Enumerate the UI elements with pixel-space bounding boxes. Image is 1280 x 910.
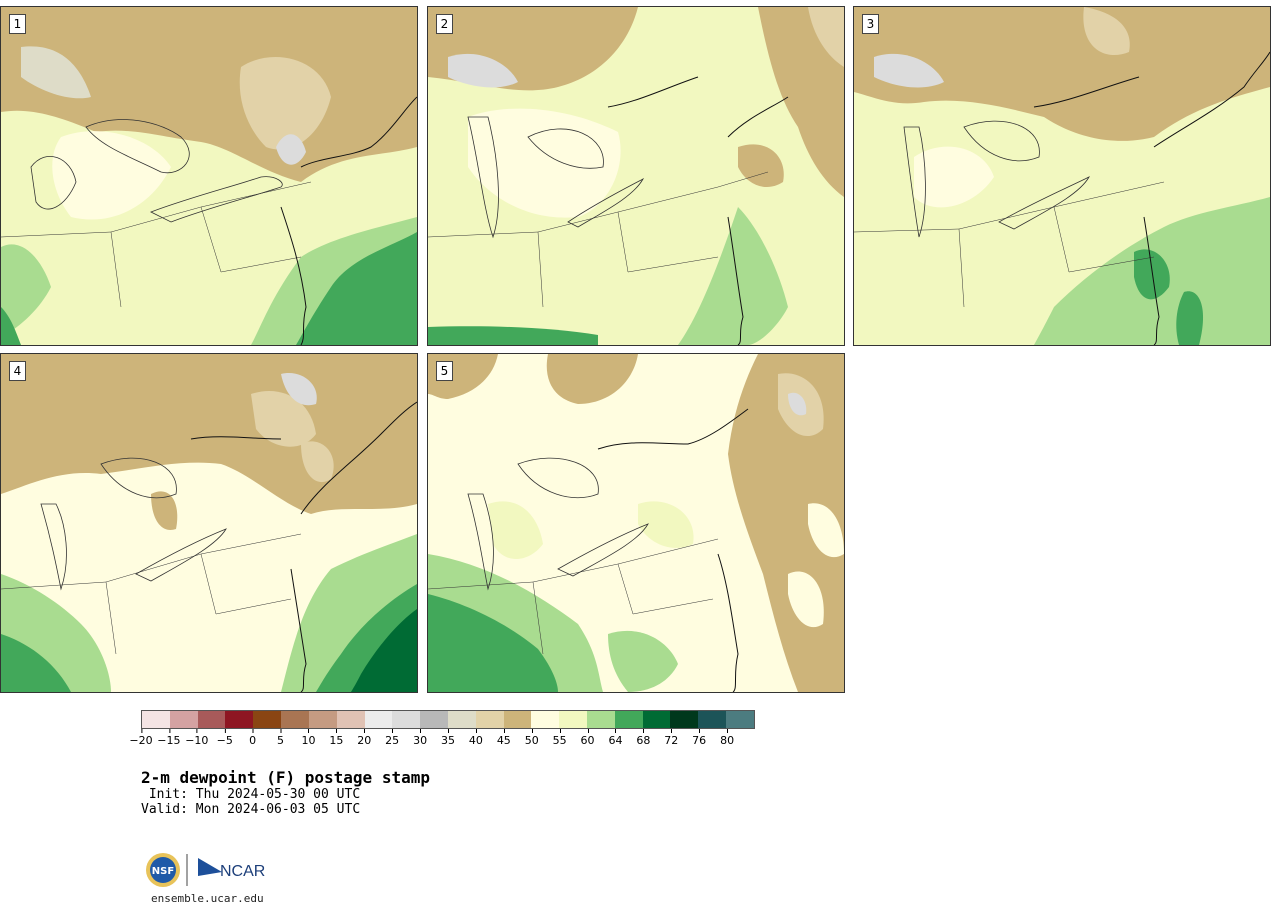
- legend-swatch: [670, 711, 699, 728]
- nsf-logo-icon: NSF: [146, 853, 180, 887]
- color-legend: [141, 710, 755, 729]
- legend-swatch: [142, 711, 170, 728]
- dewpoint-map-2: [428, 7, 844, 345]
- legend-swatch: [253, 711, 282, 728]
- dewpoint-map-3: [854, 7, 1270, 345]
- panel-number: 4: [9, 361, 26, 381]
- legend-swatch: [642, 711, 671, 728]
- legend-tick-label: 68: [636, 729, 650, 747]
- color-legend-ticks: −20 −15 −10 −5 0 5 10 15 20 25 30 35 40 45 50 55 60 64 68 7…: [129, 729, 755, 751]
- map-panel-1: 1: [0, 6, 418, 346]
- legend-swatch: [197, 711, 226, 728]
- legend-swatch: [392, 711, 421, 728]
- legend-swatch: [559, 711, 587, 728]
- legend-swatch: [364, 711, 393, 728]
- panel-number: 2: [436, 14, 453, 34]
- svg-text:NSF: NSF: [152, 866, 174, 877]
- nsf-ncar-logo: NSF NCAR: [146, 853, 265, 887]
- legend-tick-label: 30: [413, 729, 427, 747]
- legend-tick-label: 72: [664, 729, 678, 747]
- plot-title: 2-m dewpoint (F) postage stamp: [141, 768, 430, 787]
- legend-tick-label: 76: [692, 729, 706, 747]
- panel-number: 1: [9, 14, 26, 34]
- legend-tick-label: 25: [385, 729, 399, 747]
- legend-tick-label: 40: [469, 729, 483, 747]
- legend-tick-label: 0: [249, 729, 256, 747]
- legend-swatch: [169, 711, 198, 728]
- legend-tick-label: 60: [581, 729, 595, 747]
- legend-tick-label: 55: [553, 729, 567, 747]
- svg-text:NCAR: NCAR: [220, 863, 265, 880]
- legend-tick-label: 80: [720, 729, 734, 747]
- map-panel-3: 3: [853, 6, 1271, 346]
- valid-time: Valid: Mon 2024-06-03 05 UTC: [141, 802, 361, 817]
- legend-swatch: [503, 711, 532, 728]
- dewpoint-map-4: [1, 354, 417, 692]
- legend-tick-label: 10: [301, 729, 315, 747]
- legend-swatch: [475, 711, 504, 728]
- init-time: Init: Thu 2024-05-30 00 UTC: [141, 787, 361, 802]
- ncar-logo-icon: NCAR: [198, 858, 265, 880]
- legend-swatch: [308, 711, 337, 728]
- legend-tick-label: 5: [277, 729, 284, 747]
- legend-tick-label: −20: [129, 729, 153, 747]
- legend-swatch: [726, 711, 754, 728]
- legend-tick-label: −5: [217, 729, 233, 747]
- panel-number: 3: [862, 14, 879, 34]
- legend-tick-label: −15: [157, 729, 181, 747]
- map-panel-2: 2: [427, 6, 845, 346]
- map-panel-5: 5: [427, 353, 845, 693]
- legend-swatch: [225, 711, 254, 728]
- legend-swatch: [698, 711, 727, 728]
- legend-tick-label: 35: [441, 729, 455, 747]
- legend-swatch: [447, 711, 476, 728]
- legend-swatch: [336, 711, 365, 728]
- legend-tick-label: −10: [185, 729, 208, 747]
- dewpoint-map-1: [1, 7, 417, 345]
- legend-swatch: [614, 711, 643, 728]
- legend-swatch: [587, 711, 615, 728]
- legend-swatch: [420, 711, 448, 728]
- map-panel-4: 4: [0, 353, 418, 693]
- legend-swatch: [281, 711, 309, 728]
- legend-tick-label: 45: [497, 729, 511, 747]
- legend-tick-label: 20: [357, 729, 371, 747]
- dewpoint-map-5: [428, 354, 844, 692]
- legend-tick-label: 50: [525, 729, 539, 747]
- legend-swatch: [531, 711, 560, 728]
- legend-tick-label: 64: [608, 729, 622, 747]
- website-url: ensemble.ucar.edu: [151, 892, 264, 905]
- panel-number: 5: [436, 361, 453, 381]
- legend-tick-label: 15: [329, 729, 343, 747]
